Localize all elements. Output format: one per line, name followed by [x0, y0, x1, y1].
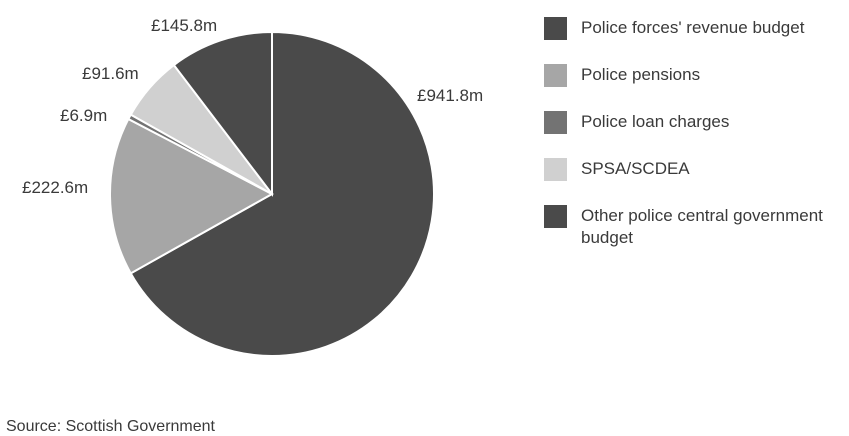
- legend-swatch: [544, 64, 567, 87]
- slice-label: £145.8m: [151, 16, 217, 35]
- legend-swatch: [544, 17, 567, 40]
- legend-label: SPSA/SCDEA: [581, 159, 690, 178]
- legend-item: Other police central government budget: [544, 205, 844, 249]
- legend-label: Other police central government budget: [581, 206, 823, 247]
- legend-label: Police loan charges: [581, 112, 730, 131]
- legend-swatch: [544, 111, 567, 134]
- slice-label: £6.9m: [60, 106, 107, 125]
- pie-slices: [109, 30, 435, 357]
- legend: Police forces' revenue budget Police pen…: [544, 17, 844, 273]
- pie-slice: [109, 117, 275, 275]
- pie-slice: [129, 30, 435, 357]
- slice-labels: £941.8m £222.6m £6.9m £91.6m £145.8m: [22, 16, 483, 197]
- legend-item: SPSA/SCDEA: [544, 158, 844, 181]
- legend-label: Police pensions: [581, 65, 701, 84]
- legend-swatch: [544, 205, 567, 228]
- legend-item: Police loan charges: [544, 111, 844, 134]
- slice-label: £91.6m: [82, 64, 139, 83]
- slice-label: £222.6m: [22, 178, 88, 197]
- legend-item: Police pensions: [544, 64, 844, 87]
- legend-label: Police forces' revenue budget: [581, 18, 805, 37]
- legend-swatch: [544, 158, 567, 181]
- legend-item: Police forces' revenue budget: [544, 17, 844, 40]
- slice-label: £941.8m: [417, 86, 483, 105]
- source-note: Source: Scottish Government: [6, 418, 215, 435]
- pie-slice: [172, 30, 273, 197]
